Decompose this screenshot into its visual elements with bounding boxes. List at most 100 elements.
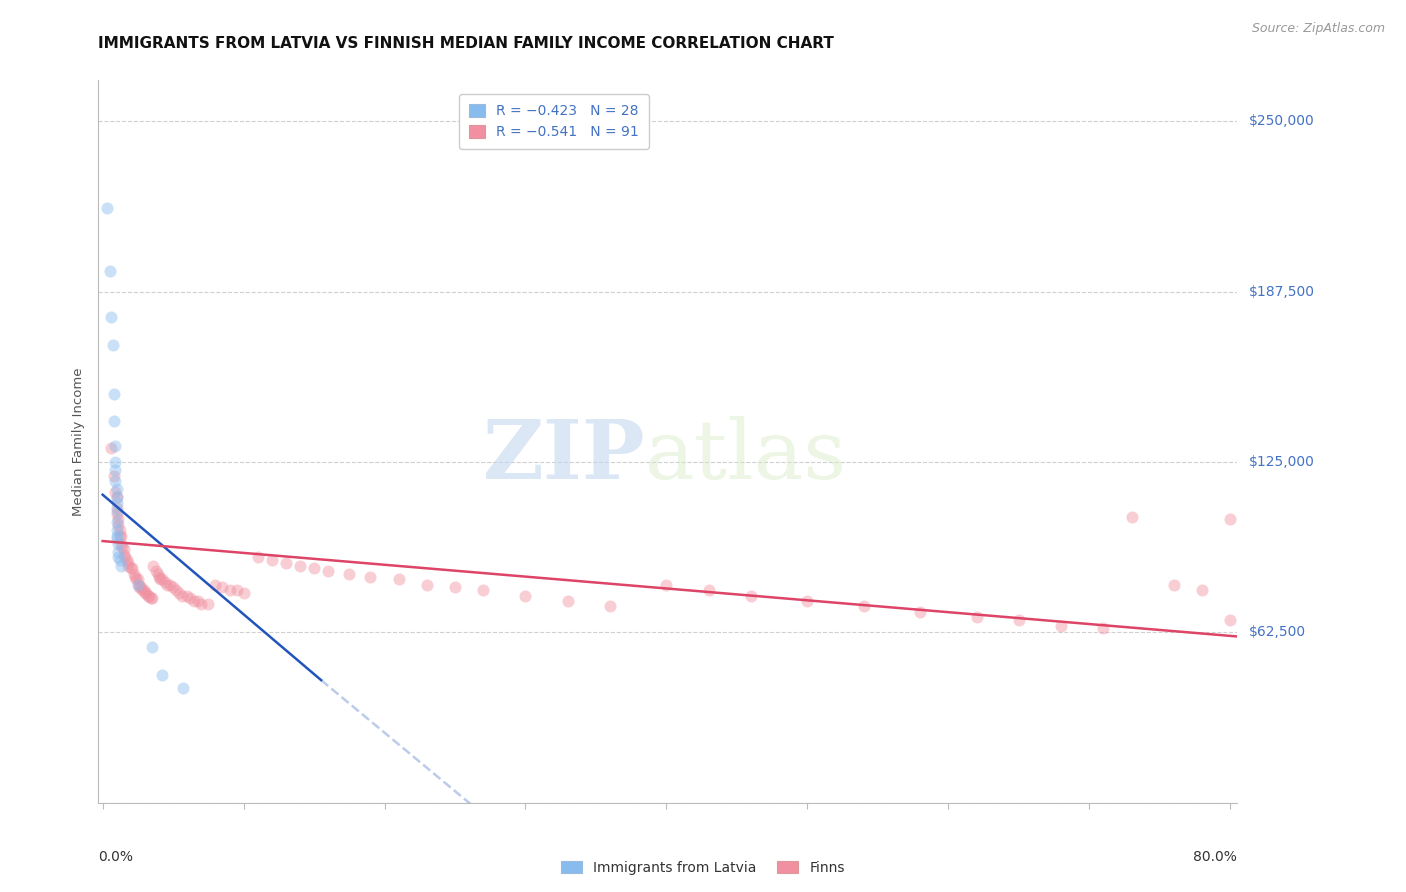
- Text: ZIP: ZIP: [482, 416, 645, 496]
- Point: [1050, 618, 1073, 632]
- Point: [1219, 512, 1241, 526]
- Point: [105, 504, 128, 518]
- Point: [167, 586, 190, 600]
- Point: [416, 577, 439, 591]
- Point: [104, 474, 127, 488]
- Point: [122, 566, 145, 581]
- Text: $187,500: $187,500: [1249, 285, 1315, 299]
- Point: [176, 589, 198, 603]
- Point: [105, 491, 128, 505]
- Point: [337, 566, 360, 581]
- Point: [260, 553, 283, 567]
- Text: IMMIGRANTS FROM LATVIA VS FINNISH MEDIAN FAMILY INCOME CORRELATION CHART: IMMIGRANTS FROM LATVIA VS FINNISH MEDIAN…: [98, 37, 834, 52]
- Point: [134, 586, 156, 600]
- Point: [105, 532, 128, 546]
- Point: [107, 537, 129, 551]
- Point: [557, 594, 579, 608]
- Point: [104, 463, 127, 477]
- Point: [107, 550, 129, 565]
- Legend: R = −0.423   N = 28, R = −0.541   N = 91: R = −0.423 N = 28, R = −0.541 N = 91: [458, 95, 650, 149]
- Y-axis label: Median Family Income: Median Family Income: [72, 368, 86, 516]
- Point: [117, 558, 139, 573]
- Point: [190, 597, 212, 611]
- Point: [100, 310, 122, 325]
- Point: [124, 569, 146, 583]
- Point: [136, 589, 159, 603]
- Point: [796, 594, 818, 608]
- Point: [121, 561, 143, 575]
- Point: [141, 591, 163, 606]
- Point: [108, 523, 131, 537]
- Point: [1191, 583, 1213, 598]
- Point: [1121, 509, 1143, 524]
- Point: [159, 577, 181, 591]
- Point: [107, 545, 129, 559]
- Point: [162, 581, 184, 595]
- Point: [197, 597, 219, 611]
- Point: [100, 442, 122, 456]
- Point: [103, 414, 125, 428]
- Point: [115, 553, 138, 567]
- Point: [149, 572, 172, 586]
- Point: [655, 577, 678, 591]
- Point: [156, 577, 179, 591]
- Point: [98, 264, 121, 278]
- Point: [359, 569, 381, 583]
- Point: [107, 517, 129, 532]
- Point: [112, 548, 135, 562]
- Point: [125, 572, 148, 586]
- Point: [183, 594, 205, 608]
- Point: [145, 564, 167, 578]
- Point: [105, 528, 128, 542]
- Point: [211, 581, 233, 595]
- Text: Source: ZipAtlas.com: Source: ZipAtlas.com: [1251, 22, 1385, 36]
- Point: [599, 599, 621, 614]
- Point: [187, 594, 209, 608]
- Point: [131, 583, 153, 598]
- Point: [104, 439, 127, 453]
- Point: [225, 583, 247, 598]
- Point: [105, 515, 128, 529]
- Point: [138, 589, 160, 603]
- Point: [112, 542, 135, 557]
- Point: [1092, 621, 1115, 635]
- Point: [172, 681, 194, 696]
- Point: [150, 667, 173, 681]
- Point: [108, 528, 131, 542]
- Point: [165, 583, 187, 598]
- Point: [128, 577, 150, 591]
- Point: [179, 591, 201, 606]
- Point: [105, 491, 128, 505]
- Point: [302, 561, 325, 575]
- Point: [129, 581, 152, 595]
- Point: [103, 468, 125, 483]
- Point: [966, 610, 988, 624]
- Point: [103, 387, 125, 401]
- Point: [204, 577, 226, 591]
- Point: [141, 640, 163, 655]
- Point: [139, 591, 162, 606]
- Point: [135, 586, 157, 600]
- Point: [120, 561, 142, 575]
- Point: [146, 566, 169, 581]
- Point: [150, 572, 173, 586]
- Point: [740, 589, 762, 603]
- Point: [218, 583, 240, 598]
- Point: [104, 455, 127, 469]
- Point: [107, 512, 129, 526]
- Point: [127, 577, 149, 591]
- Point: [288, 558, 311, 573]
- Point: [388, 572, 411, 586]
- Point: [697, 583, 720, 598]
- Point: [105, 496, 128, 510]
- Point: [128, 581, 150, 595]
- Point: [110, 537, 132, 551]
- Point: [316, 564, 339, 578]
- Point: [96, 202, 118, 216]
- Point: [908, 605, 931, 619]
- Point: [444, 581, 467, 595]
- Point: [105, 482, 128, 496]
- Point: [852, 599, 875, 614]
- Point: [153, 574, 176, 589]
- Text: $250,000: $250,000: [1249, 114, 1315, 128]
